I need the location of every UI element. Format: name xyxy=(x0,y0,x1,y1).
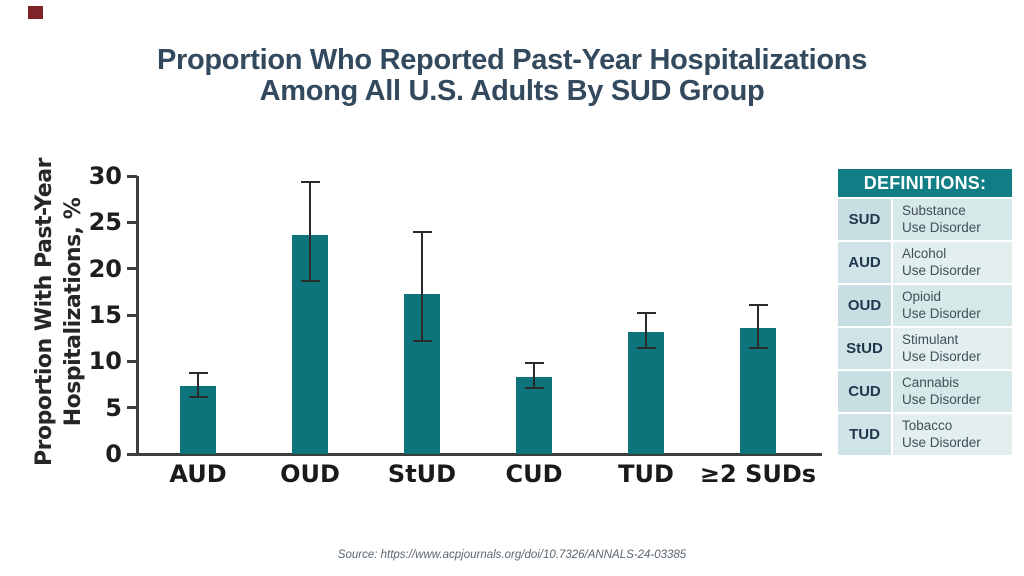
definition-text: Stimulant Use Disorder xyxy=(893,328,1012,369)
y-axis-line xyxy=(136,176,139,456)
y-tick-label: 10 xyxy=(88,347,122,376)
slide-accent-square xyxy=(28,6,43,19)
error-bar-cap-top xyxy=(188,372,208,375)
bar-tud xyxy=(628,331,664,454)
definition-row-stud: StUD Stimulant Use Disorder xyxy=(838,328,1012,369)
title-line-1: Proportion Who Reported Past-Year Hospit… xyxy=(156,44,868,76)
error-bar-cap-bottom xyxy=(300,279,320,282)
y-tick-mark xyxy=(127,174,137,178)
error-bar-cap-top xyxy=(636,312,656,315)
error-bar-cap-bottom xyxy=(524,387,544,390)
x-tick-label: OUD xyxy=(280,460,340,488)
y-tick-label: 30 xyxy=(88,162,122,190)
definition-row-oud: OUD Opioid Use Disorder xyxy=(838,285,1012,326)
page-title: Proportion Who Reported Past-Year Hospit… xyxy=(0,45,1024,107)
error-bar-line xyxy=(309,181,311,281)
error-bar-cap-top xyxy=(524,362,544,365)
y-tick-mark xyxy=(127,313,137,317)
definition-text: Tobacco Use Disorder xyxy=(893,414,1012,455)
definition-text: Alcohol Use Disorder xyxy=(893,242,1012,283)
definition-text: Substance Use Disorder xyxy=(893,199,1012,240)
bar-cud xyxy=(516,377,552,454)
y-tick-mark xyxy=(127,267,137,271)
error-bar-line xyxy=(421,231,423,341)
error-bar-cap-bottom xyxy=(188,395,208,398)
definition-abbr: SUD xyxy=(838,199,891,240)
error-bar-cap-top xyxy=(412,230,432,233)
error-bar-cap-bottom xyxy=(748,347,768,350)
y-tick-label: 0 xyxy=(105,440,122,468)
y-tick-label: 5 xyxy=(105,393,122,422)
definition-row-aud: AUD Alcohol Use Disorder xyxy=(838,242,1012,283)
x-tick-label: AUD xyxy=(169,460,227,488)
title-line-2: Among All U.S. Adults By SUD Group xyxy=(259,75,765,107)
definition-row-cud: CUD Cannabis Use Disorder xyxy=(838,371,1012,412)
definition-abbr: OUD xyxy=(838,285,891,326)
definition-text: Cannabis Use Disorder xyxy=(893,371,1012,412)
x-tick-label: CUD xyxy=(505,460,563,488)
y-tick-mark xyxy=(127,452,137,456)
definition-abbr: StUD xyxy=(838,328,891,369)
error-bar-line xyxy=(533,363,535,389)
y-tick-label: 25 xyxy=(88,208,122,237)
error-bar-line xyxy=(197,373,199,397)
definition-abbr: TUD xyxy=(838,414,891,455)
definition-abbr: AUD xyxy=(838,242,891,283)
error-bar-cap-bottom xyxy=(636,347,656,350)
error-bar-cap-top xyxy=(300,180,320,183)
definition-abbr: CUD xyxy=(838,371,891,412)
error-bar-cap-top xyxy=(748,303,768,306)
y-tick-mark xyxy=(127,406,137,410)
error-bar-cap-bottom xyxy=(412,339,432,342)
source-citation: Source: https://www.acpjournals.org/doi/… xyxy=(337,549,687,561)
definition-text: Opioid Use Disorder xyxy=(893,285,1012,326)
y-axis-label-line-1: Proportion With Past-Year xyxy=(32,158,57,466)
y-tick-label: 20 xyxy=(88,254,122,283)
x-tick-label: StUD xyxy=(387,460,457,488)
y-tick-label: 15 xyxy=(88,301,122,329)
error-bar-line xyxy=(645,313,647,349)
definitions-table: DEFINITIONS: SUD Substance Use Disorder AUD… xyxy=(838,169,1012,455)
x-tick-label: ≥2 SUDs xyxy=(699,460,817,488)
y-tick-mark xyxy=(127,359,137,363)
x-axis-line xyxy=(134,453,822,456)
definitions-table-header: DEFINITIONS: xyxy=(838,169,1012,197)
y-tick-mark xyxy=(127,220,137,224)
definition-row-sud: SUD Substance Use Disorder xyxy=(838,199,1012,240)
x-tick-label: TUD xyxy=(618,460,674,488)
definition-row-tud: TUD Tobacco Use Disorder xyxy=(838,414,1012,455)
bar-aud xyxy=(180,386,216,454)
error-bar-line xyxy=(757,304,759,349)
